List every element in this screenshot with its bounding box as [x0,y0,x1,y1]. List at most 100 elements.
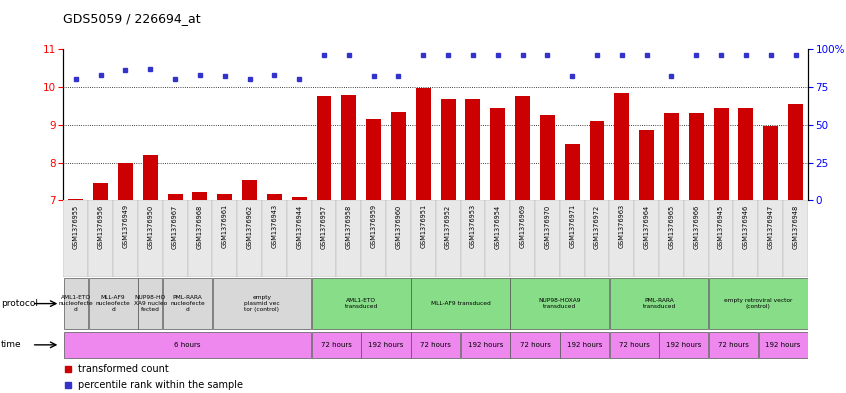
Bar [63,278,88,329]
Bar [759,332,808,358]
Text: GSM1376960: GSM1376960 [395,204,402,248]
Text: 192 hours: 192 hours [368,342,404,348]
Bar [292,196,306,200]
Bar [217,194,232,200]
Text: GSM1376944: GSM1376944 [296,204,302,248]
Bar [441,99,455,200]
Text: GSM1376951: GSM1376951 [420,204,426,248]
Text: 192 hours: 192 hours [567,342,602,348]
Bar [684,200,709,277]
Text: GSM1376952: GSM1376952 [445,204,451,248]
Text: GSM1376950: GSM1376950 [147,204,153,248]
Text: GSM1376961: GSM1376961 [222,204,228,248]
Bar [510,278,609,329]
Text: 192 hours: 192 hours [766,342,801,348]
Text: 72 hours: 72 hours [321,342,352,348]
Bar [337,200,361,277]
Bar [515,96,530,200]
Text: GSM1376964: GSM1376964 [644,204,650,248]
Bar [664,114,678,200]
Bar [361,200,386,277]
Text: time: time [1,340,21,349]
Text: 72 hours: 72 hours [420,342,451,348]
Bar [411,278,510,329]
Bar [168,194,183,200]
Text: GSM1376967: GSM1376967 [172,204,179,248]
Text: GSM1376958: GSM1376958 [346,204,352,248]
Bar [93,184,108,200]
Bar [138,200,162,277]
Bar [312,278,410,329]
Bar [386,200,411,277]
Text: AML1-ETO
nucleofecte
d: AML1-ETO nucleofecte d [58,295,93,312]
Bar [267,194,282,200]
Text: GSM1376963: GSM1376963 [618,204,625,248]
Bar [560,200,585,277]
Text: GSM1376962: GSM1376962 [246,204,253,248]
Bar [614,93,629,200]
Bar [709,200,733,277]
Bar [391,112,406,200]
Bar [162,200,188,277]
Bar [640,130,654,200]
Bar [783,200,808,277]
Text: GSM1376949: GSM1376949 [123,204,129,248]
Bar [609,200,634,277]
Text: GSM1376966: GSM1376966 [693,204,700,248]
Bar [63,332,311,358]
Text: 72 hours: 72 hours [718,342,749,348]
Bar [510,200,535,277]
Text: GSM1376943: GSM1376943 [272,204,277,248]
Bar [585,200,609,277]
Bar [540,115,555,200]
Bar [709,332,758,358]
Text: GSM1376970: GSM1376970 [544,204,551,248]
Bar [342,94,356,200]
Bar [212,278,311,329]
Bar [416,88,431,200]
Bar [610,332,659,358]
Text: 72 hours: 72 hours [618,342,650,348]
Bar [689,114,704,200]
Text: GSM1376971: GSM1376971 [569,204,575,248]
Bar [758,200,783,277]
Text: empty retroviral vector
(control): empty retroviral vector (control) [724,298,793,309]
Text: NUP98-HO
XA9 nucleo
fected: NUP98-HO XA9 nucleo fected [134,295,167,312]
Bar [634,200,659,277]
Bar [237,200,262,277]
Bar [565,144,580,200]
Text: GSM1376954: GSM1376954 [495,204,501,248]
Text: 72 hours: 72 hours [519,342,551,348]
Text: GSM1376968: GSM1376968 [197,204,203,248]
Bar [143,155,157,200]
Text: GSM1376959: GSM1376959 [371,204,376,248]
Bar [709,278,808,329]
Bar [63,200,88,277]
Bar [733,200,758,277]
Text: 6 hours: 6 hours [174,342,201,348]
Text: GSM1376957: GSM1376957 [321,204,327,248]
Bar [312,332,361,358]
Text: 192 hours: 192 hours [666,342,701,348]
Bar [366,119,381,200]
Bar [188,200,212,277]
Bar [436,200,460,277]
Text: PML-RARA
transduced: PML-RARA transduced [642,298,676,309]
Text: MLL-AF9
nucleofecte
d: MLL-AF9 nucleofecte d [96,295,130,312]
Text: GSM1376955: GSM1376955 [73,204,79,248]
Bar [714,108,728,200]
Bar [163,278,212,329]
Text: GSM1376946: GSM1376946 [743,204,749,248]
Bar [560,332,609,358]
Bar [460,200,486,277]
Text: AML1-ETO
transduced: AML1-ETO transduced [344,298,378,309]
Text: GSM1376972: GSM1376972 [594,204,600,248]
Bar [212,200,237,277]
Bar [763,125,778,200]
Bar [659,200,684,277]
Bar [739,108,753,200]
Bar [118,163,133,200]
Text: GSM1376965: GSM1376965 [668,204,674,248]
Bar [311,200,337,277]
Text: GSM1376956: GSM1376956 [97,204,104,248]
